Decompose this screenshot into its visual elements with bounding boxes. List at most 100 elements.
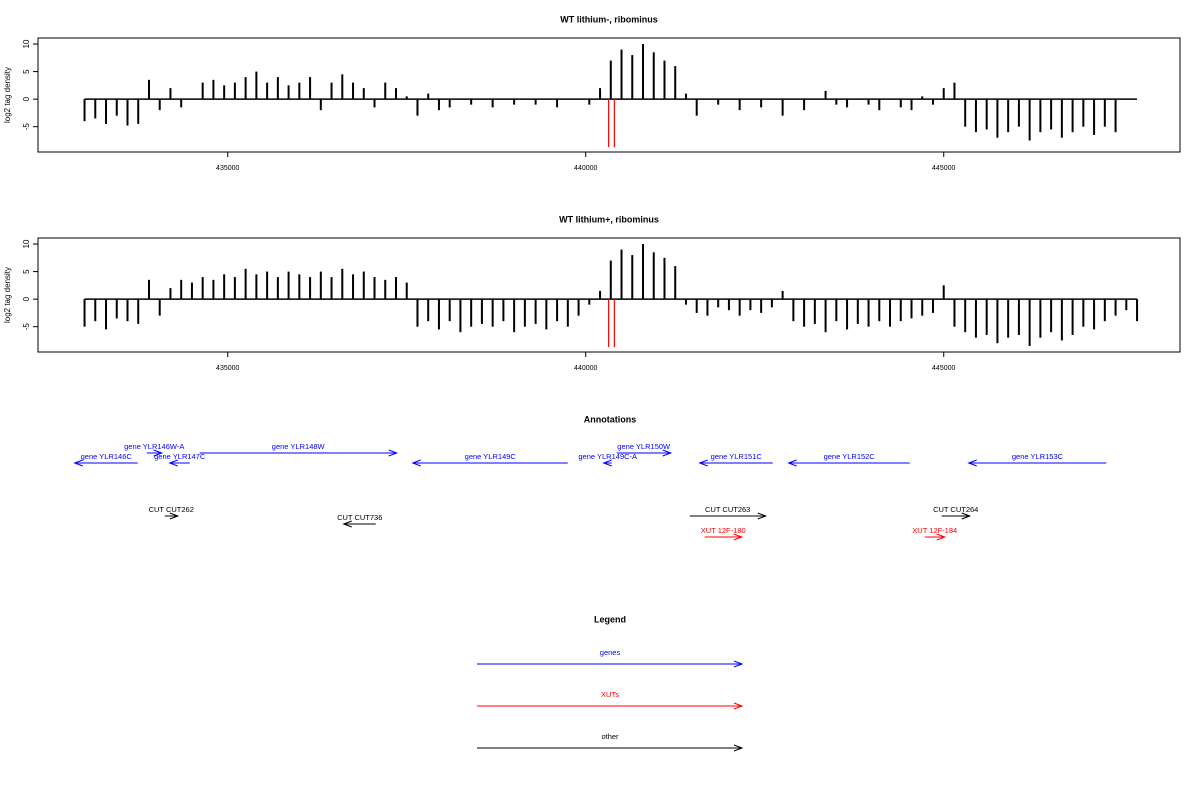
density-bar xyxy=(727,299,730,311)
density-bar xyxy=(276,77,279,100)
density-bar xyxy=(835,99,838,105)
density-bar xyxy=(652,52,655,100)
density-bar xyxy=(609,260,612,300)
density-bar xyxy=(1007,99,1010,133)
density-bar xyxy=(1007,299,1010,338)
density-bar xyxy=(1093,99,1096,135)
feature-arrow xyxy=(698,459,773,467)
density-bar xyxy=(169,88,172,100)
density-bar xyxy=(1050,99,1053,130)
density-bar xyxy=(534,99,537,105)
y-tick-label: 0 xyxy=(22,96,31,101)
density-bar xyxy=(94,299,97,322)
density-bar xyxy=(931,99,934,105)
density-bar xyxy=(867,99,870,105)
density-bar xyxy=(1060,99,1063,138)
x-tick-label: 435000 xyxy=(216,365,239,372)
density-bar xyxy=(813,299,816,324)
density-bar xyxy=(212,279,215,300)
density-bar xyxy=(94,99,97,119)
density-bar xyxy=(83,99,86,122)
y-axis-label: log2 tag density xyxy=(3,267,12,323)
density-bar xyxy=(599,290,602,300)
density-bar xyxy=(803,299,806,327)
density-bar xyxy=(362,88,365,100)
density-bar xyxy=(416,99,419,116)
density-bar xyxy=(480,299,483,324)
density-bar xyxy=(674,266,677,300)
density-bar xyxy=(1017,299,1020,335)
density-bar xyxy=(502,299,505,322)
density-bar xyxy=(620,249,623,300)
density-bar xyxy=(899,99,902,108)
feature-arrow xyxy=(704,533,744,541)
density-bar xyxy=(824,90,827,100)
density-bar xyxy=(792,299,795,322)
feature-arrow xyxy=(411,459,568,467)
density-bar xyxy=(513,299,516,333)
feature-label: gene YLR148W xyxy=(272,442,326,451)
density-bar xyxy=(362,271,365,300)
density-bar xyxy=(384,279,387,300)
chart-title: WT lithium-, ribominus xyxy=(560,14,658,24)
density-bar xyxy=(684,299,687,305)
density-bar xyxy=(212,79,215,100)
feature-label: gene YLR151C xyxy=(711,452,763,461)
density-bar xyxy=(878,99,881,111)
density-bar xyxy=(427,93,430,100)
density-bar xyxy=(180,99,183,108)
x-tick-label: 440000 xyxy=(574,165,597,172)
density-bar xyxy=(470,299,473,327)
legend-arrow xyxy=(477,660,744,668)
density-bar xyxy=(534,299,537,324)
density-bar xyxy=(846,99,849,108)
density-bar xyxy=(180,279,183,300)
feature-arrow xyxy=(73,459,138,467)
y-tick-label: 5 xyxy=(22,69,31,74)
chart-title: WT lithium+, ribominus xyxy=(559,214,659,224)
feature-label: CUT CUT262 xyxy=(149,505,194,514)
legend-label: other xyxy=(601,732,619,741)
density-bar xyxy=(427,299,430,322)
density-bar xyxy=(491,99,494,108)
density-bar xyxy=(373,99,376,108)
density-bar xyxy=(738,99,741,111)
density-bar xyxy=(964,299,967,333)
legend-title: Legend xyxy=(594,614,626,624)
density-bar xyxy=(942,285,945,300)
density-bar xyxy=(631,255,634,300)
density-bar xyxy=(169,288,172,300)
x-tick-label: 435000 xyxy=(216,165,239,172)
density-bar xyxy=(1060,299,1063,341)
feature-label: CUT CUT264 xyxy=(933,505,978,514)
density-bar xyxy=(287,271,290,300)
feature-label: gene YLR146W-A xyxy=(124,442,184,451)
y-tick-label: -5 xyxy=(22,123,31,131)
density-bar xyxy=(309,77,312,100)
density-bar xyxy=(309,277,312,300)
density-bar xyxy=(931,299,934,313)
density-bar xyxy=(330,82,333,100)
legend-arrow xyxy=(477,702,744,710)
density-bar xyxy=(115,299,118,319)
density-bar xyxy=(1071,299,1074,335)
y-tick-label: 10 xyxy=(22,39,31,48)
density-bar xyxy=(974,299,977,338)
density-bar xyxy=(974,99,977,133)
density-bar xyxy=(749,299,752,311)
density-bar xyxy=(556,299,559,322)
density-bar xyxy=(394,277,397,300)
density-bar xyxy=(577,299,580,316)
feature-label: gene YLR149C xyxy=(465,452,517,461)
density-bar xyxy=(910,99,913,111)
density-bar xyxy=(137,299,140,324)
density-bar xyxy=(609,60,612,100)
density-bar xyxy=(760,299,763,313)
density-bar xyxy=(889,299,892,327)
density-bar xyxy=(620,49,623,100)
density-bar xyxy=(1114,99,1117,133)
density-bar xyxy=(1136,299,1139,322)
density-bar xyxy=(545,299,548,330)
density-bar xyxy=(953,299,956,327)
